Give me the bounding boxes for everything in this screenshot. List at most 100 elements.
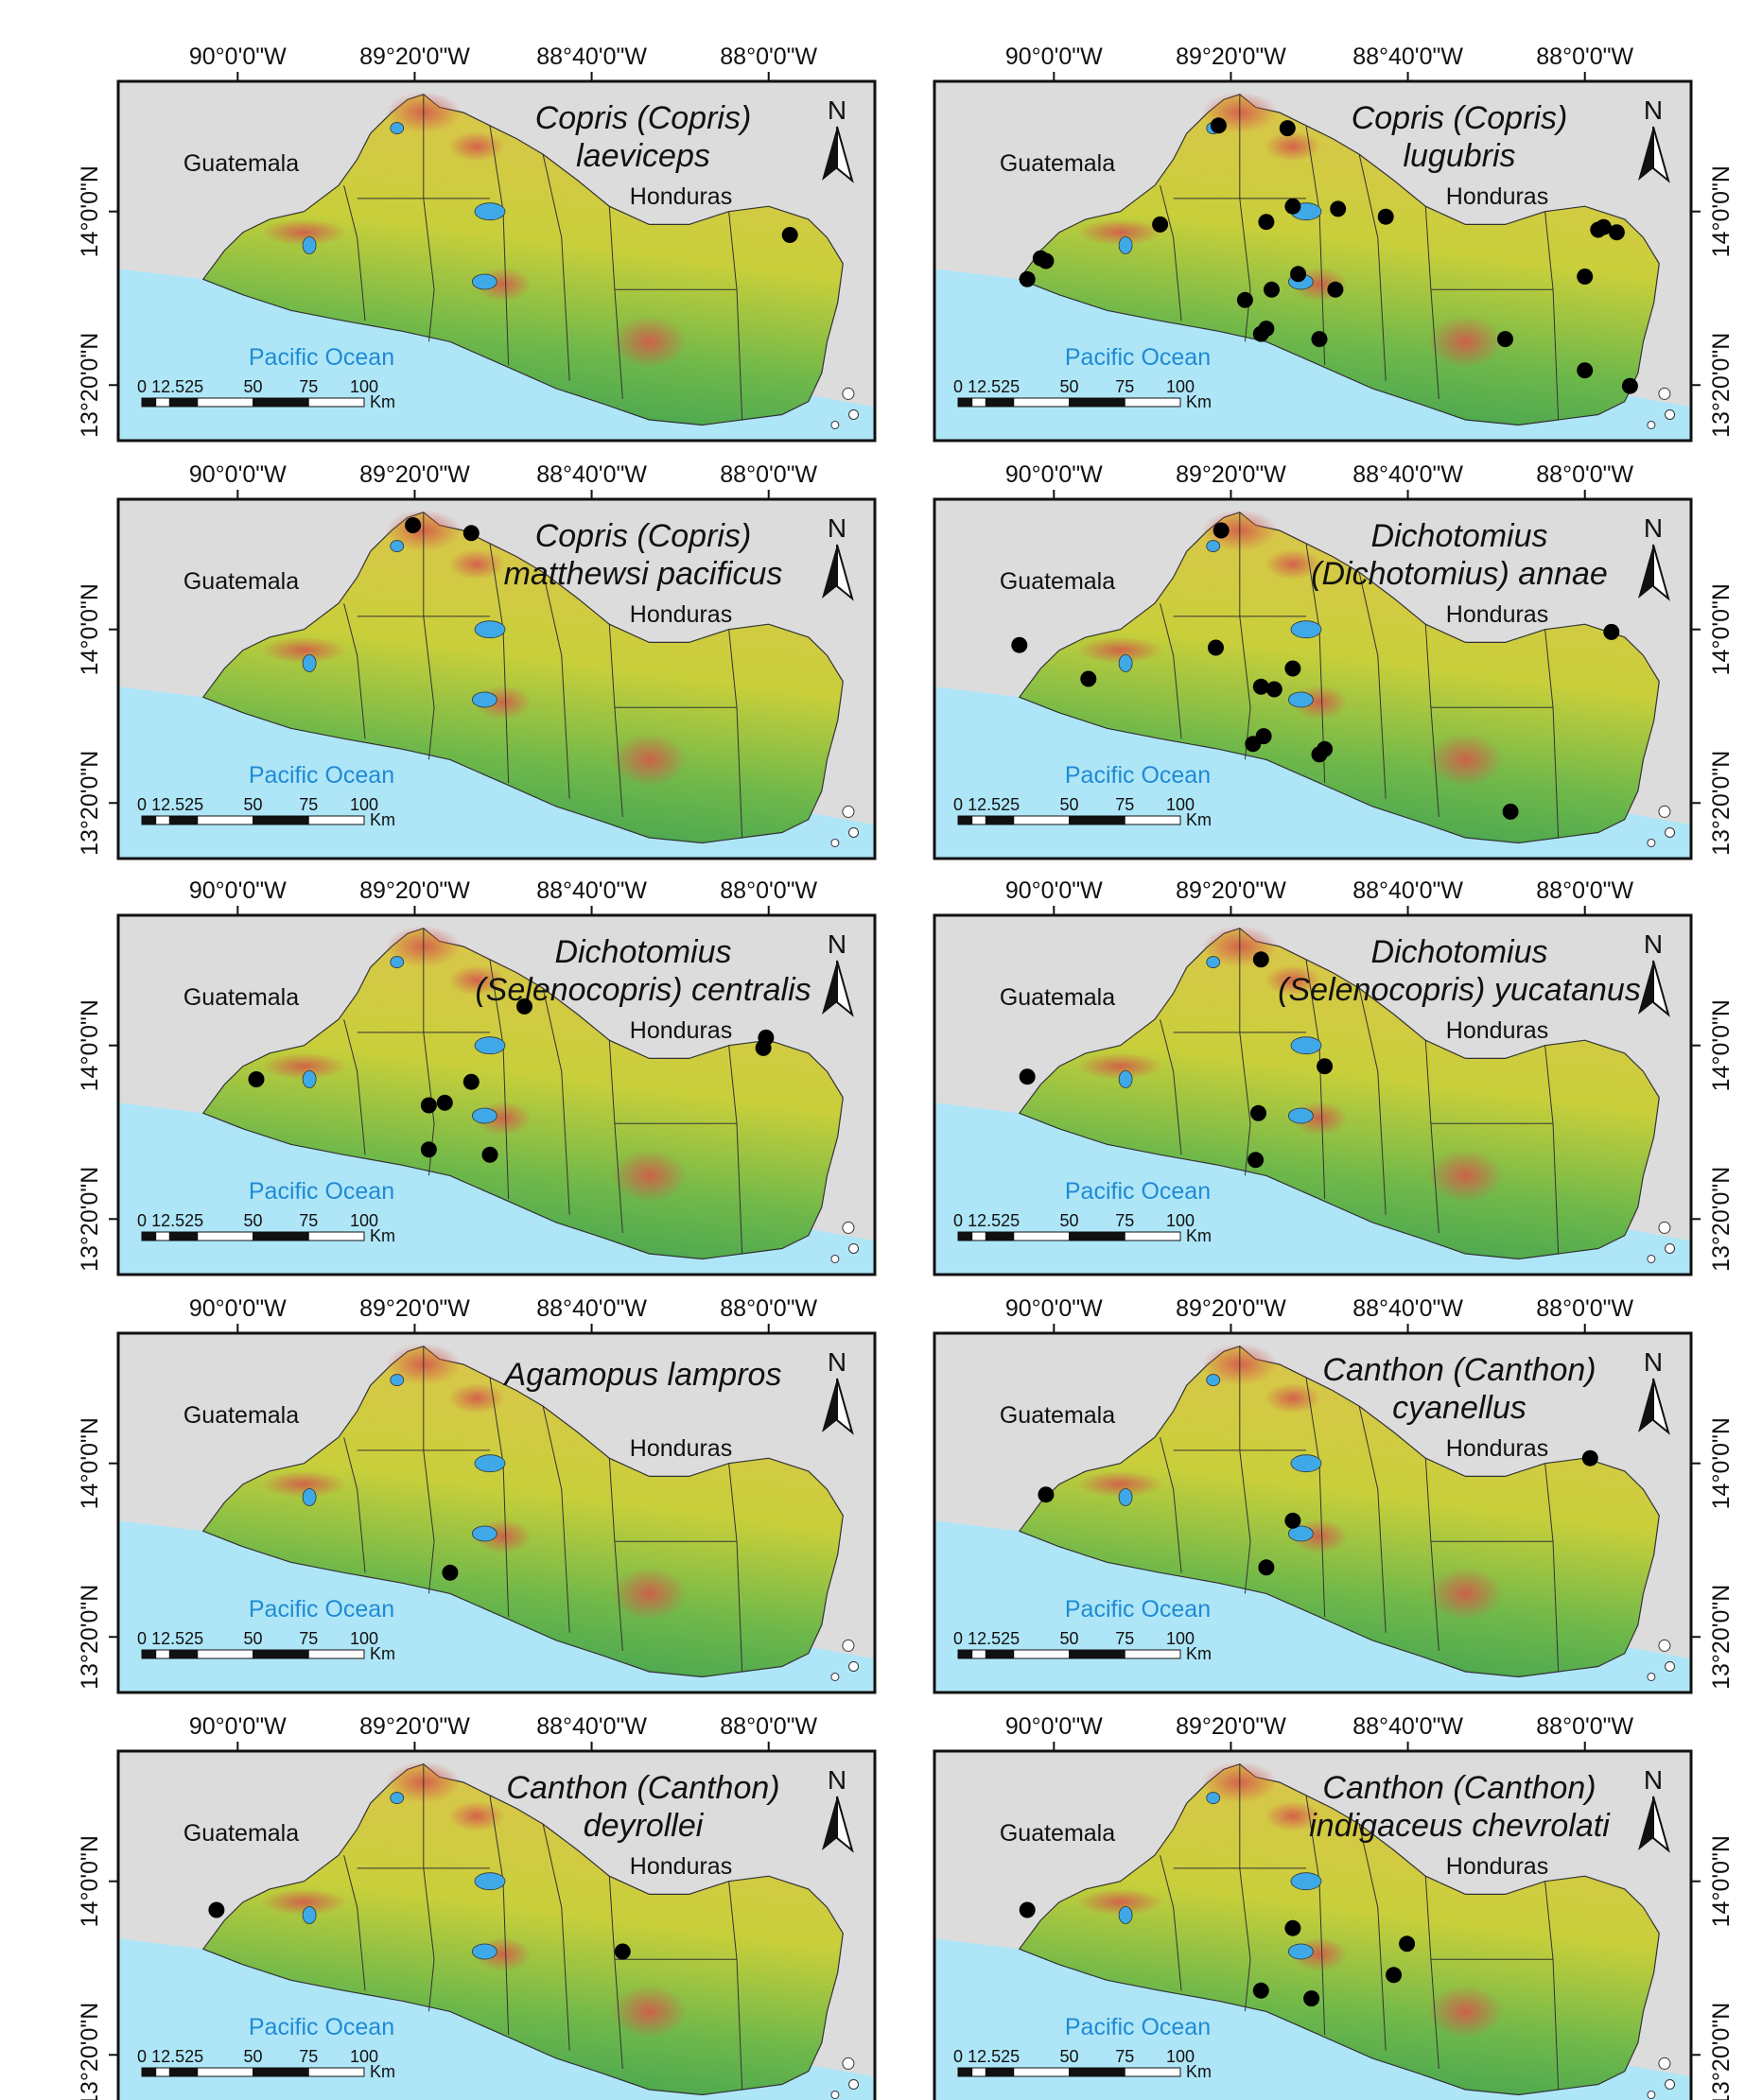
record-dot xyxy=(1265,681,1282,698)
longitude-tick-label: 89°20'0"W xyxy=(359,43,470,70)
lake xyxy=(302,1070,317,1088)
record-dot xyxy=(436,1094,453,1111)
lake xyxy=(1206,1374,1221,1386)
latitude-tick-label: 14°0'0"N xyxy=(1708,1417,1735,1509)
scale-bar-label: 75 xyxy=(1115,1629,1134,1648)
north-arrow-icon xyxy=(1638,545,1653,599)
island xyxy=(1665,826,1676,838)
scale-bar-label: 12.525 xyxy=(968,1211,1020,1230)
lake xyxy=(474,202,506,221)
north-arrow-label: N xyxy=(828,1765,846,1795)
scale-bar-label: 100 xyxy=(1166,1211,1195,1230)
lake xyxy=(302,1488,317,1506)
scale-bar-unit: Km xyxy=(1186,810,1212,829)
country-label-guatemala: Guatemala xyxy=(1000,150,1115,177)
island xyxy=(830,838,840,847)
north-arrow-icon xyxy=(1638,961,1653,1015)
scale-bar-segment xyxy=(985,815,1015,825)
scale-bar-unit: Km xyxy=(1186,1226,1212,1245)
map-frame xyxy=(933,913,1693,1276)
scale-bar-segment xyxy=(957,815,973,825)
country-label-guatemala: Guatemala xyxy=(183,150,299,177)
scale-bar-label: 12.525 xyxy=(151,377,203,396)
relief-highlight xyxy=(1427,733,1504,787)
record-dot xyxy=(1284,1512,1301,1529)
species-title: Copris (Copris) xyxy=(535,100,752,136)
record-dot xyxy=(1252,951,1269,968)
record-dot xyxy=(1497,331,1513,348)
longitude-tick-label: 88°40'0"W xyxy=(536,1295,647,1322)
latitude-tick-label: 13°20'0"N xyxy=(77,751,103,856)
longitude-tick-label: 88°40'0"W xyxy=(1352,43,1463,70)
island xyxy=(1665,408,1676,420)
scale-bar-segment xyxy=(985,1649,1015,1659)
scale-bar-label: 12.525 xyxy=(151,1211,203,1230)
map-frame xyxy=(933,1331,1693,1694)
scale-bar-segment xyxy=(1069,1231,1125,1241)
scale-bar-label: 100 xyxy=(1166,1629,1195,1648)
scale-bar-segment xyxy=(197,1231,253,1241)
north-arrow-icon xyxy=(1652,960,1670,1017)
relief-highlight xyxy=(1264,548,1321,580)
relief-highlight xyxy=(447,1800,505,1831)
longitude-tick-label: 90°0'0"W xyxy=(1005,461,1103,488)
lake xyxy=(474,1454,506,1473)
longitude-tick-label: 89°20'0"W xyxy=(1176,461,1286,488)
scale-bar-segment xyxy=(1069,1649,1125,1659)
scale-bar-label: 75 xyxy=(299,795,318,814)
species-title: (Selenocopris) centralis xyxy=(475,972,811,1008)
scale-bar-label: 100 xyxy=(1166,377,1195,396)
country-label-honduras: Honduras xyxy=(630,601,732,628)
ocean-label: Pacific Ocean xyxy=(1065,2014,1211,2040)
north-arrow-icon xyxy=(1652,1378,1670,1435)
lake xyxy=(1290,620,1322,639)
latitude-tick-label: 13°20'0"N xyxy=(1708,2003,1735,2100)
map-frame xyxy=(116,1331,877,1694)
scale-bar-label: 12.525 xyxy=(968,377,1020,396)
map-frame xyxy=(933,79,1693,443)
relief-highlight xyxy=(447,1382,505,1414)
latitude-tick-label: 14°0'0"N xyxy=(77,999,103,1091)
island xyxy=(842,2057,855,2070)
latitude-tick-label: 13°20'0"N xyxy=(1708,751,1735,856)
scale-bar-label: 50 xyxy=(1059,1211,1078,1230)
record-dot xyxy=(1311,746,1328,763)
scale-bar-segment xyxy=(1013,1649,1070,1659)
north-arrow-icon xyxy=(836,960,854,1017)
relief-highlight xyxy=(1077,1888,1163,1916)
map-panel: 90°0'0"W 89°20'0"W 88°40'0"W 88°0'0"W 14°0'0… xyxy=(77,1295,877,1694)
record-dot xyxy=(1577,269,1594,285)
longitude-tick-label: 90°0'0"W xyxy=(1005,1295,1103,1322)
longitude-tick-label: 89°20'0"W xyxy=(1176,1295,1286,1322)
record-dot xyxy=(1284,198,1301,215)
scale-bar-segment xyxy=(1013,397,1070,408)
map-panel: 90°0'0"W 89°20'0"W 88°40'0"W 88°0'0"W 14°0'0… xyxy=(933,1713,1735,2100)
scale-bar-segment xyxy=(168,1231,199,1241)
department-boundary xyxy=(1239,1763,1251,2012)
longitude-tick-label: 88°40'0"W xyxy=(1352,877,1463,904)
lake xyxy=(1290,1036,1322,1055)
record-dot xyxy=(1330,200,1347,217)
scale-bar-segment xyxy=(1013,1231,1070,1241)
lake xyxy=(471,691,497,708)
island xyxy=(1665,1660,1676,1672)
lake xyxy=(1287,691,1314,708)
north-arrow-label: N xyxy=(1644,513,1663,543)
relief-highlight xyxy=(1077,1470,1163,1498)
map-panel: 90°0'0"W 89°20'0"W 88°40'0"W 88°0'0"W 14°0'0… xyxy=(933,1295,1735,1694)
record-dot xyxy=(1152,216,1169,233)
country-label-honduras: Honduras xyxy=(1446,1435,1548,1462)
species-title: Canthon (Canthon) xyxy=(1322,1352,1596,1388)
department-boundary xyxy=(1239,512,1251,760)
longitude-tick-label: 88°0'0"W xyxy=(720,461,817,488)
ocean-label: Pacific Ocean xyxy=(1065,1596,1211,1623)
record-dot xyxy=(516,998,532,1015)
relief-highlight xyxy=(447,130,505,162)
scale-bar-unit: Km xyxy=(370,810,395,829)
island xyxy=(848,2078,860,2090)
longitude-tick-label: 88°0'0"W xyxy=(720,877,817,904)
lake xyxy=(1206,956,1221,968)
map-frame xyxy=(116,79,877,443)
north-arrow-icon xyxy=(1638,127,1653,181)
